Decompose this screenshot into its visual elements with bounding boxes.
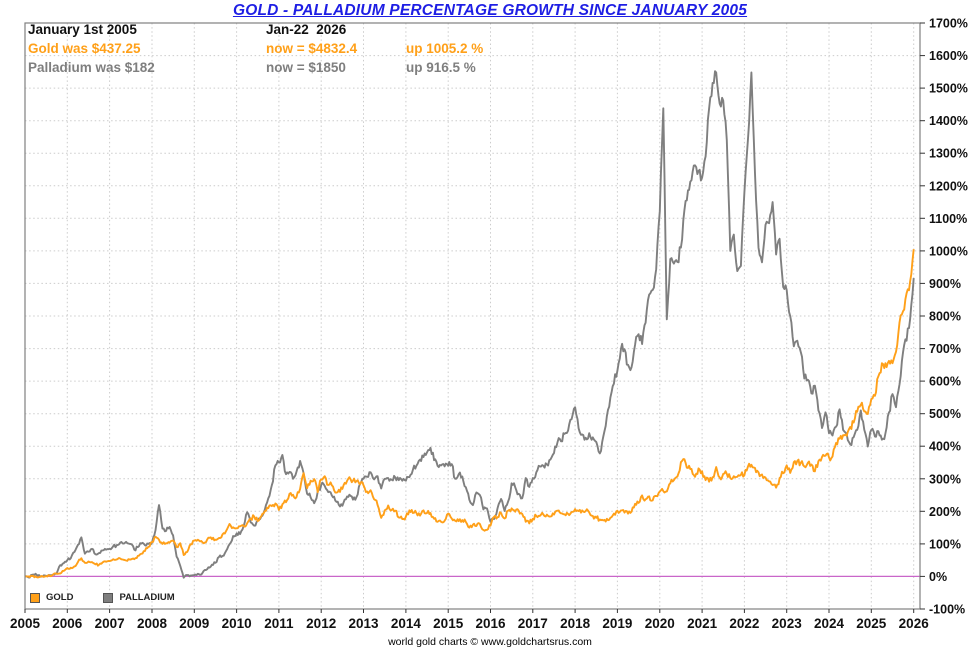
svg-text:2006: 2006 <box>52 616 83 631</box>
annotation-palladium-up: up 916.5 % <box>406 60 476 75</box>
svg-text:2024: 2024 <box>814 616 845 631</box>
svg-text:-100%: -100% <box>929 603 965 617</box>
chart-footer: world gold charts © www.goldchartsrus.co… <box>388 636 592 648</box>
chart-legend: GOLD PALLADIUM <box>30 592 175 603</box>
legend-label-gold: GOLD <box>46 592 74 603</box>
svg-text:700%: 700% <box>929 342 961 356</box>
svg-text:2010: 2010 <box>222 616 252 631</box>
svg-text:500%: 500% <box>929 407 961 421</box>
svg-text:800%: 800% <box>929 310 961 324</box>
series-line-palladium <box>25 70 915 579</box>
series-line-gold <box>25 249 915 579</box>
svg-text:2007: 2007 <box>95 616 125 631</box>
svg-text:2020: 2020 <box>645 616 675 631</box>
svg-text:900%: 900% <box>929 277 961 291</box>
svg-text:1300%: 1300% <box>929 147 968 161</box>
annotation-end-date: Jan-22 2026 <box>266 22 347 37</box>
svg-text:1600%: 1600% <box>929 49 968 63</box>
annotation-gold-up: up 1005.2 % <box>406 41 484 56</box>
svg-text:2016: 2016 <box>475 616 506 631</box>
svg-text:2017: 2017 <box>518 616 548 631</box>
svg-text:1200%: 1200% <box>929 179 968 193</box>
annotation-start-date: January 1st 2005 <box>28 22 137 37</box>
svg-text:2022: 2022 <box>729 616 759 631</box>
x-axis-labels: 2005 2006 2007 2008 2009 2010 2011 2012 2013 2014… <box>10 609 929 631</box>
svg-text:2026: 2026 <box>899 616 930 631</box>
svg-text:1400%: 1400% <box>929 114 968 128</box>
svg-text:1700%: 1700% <box>929 17 968 31</box>
svg-text:300%: 300% <box>929 472 961 486</box>
svg-text:200%: 200% <box>929 505 961 519</box>
svg-text:2021: 2021 <box>687 616 718 631</box>
svg-text:2025: 2025 <box>856 616 887 631</box>
annotation-gold-now: now = $4832.4 <box>266 41 358 56</box>
svg-text:400%: 400% <box>929 440 961 454</box>
svg-text:600%: 600% <box>929 375 961 389</box>
svg-text:0%: 0% <box>929 570 947 584</box>
gridlines <box>25 22 920 610</box>
y-axis-labels: -100% 0% 100% 200% 300% 400% 500% 600% 700% 800% 9… <box>920 17 968 617</box>
svg-text:2012: 2012 <box>306 616 336 631</box>
svg-text:2015: 2015 <box>433 616 464 631</box>
svg-text:2011: 2011 <box>264 616 294 631</box>
svg-text:1000%: 1000% <box>929 244 968 258</box>
svg-text:1500%: 1500% <box>929 82 968 96</box>
svg-text:100%: 100% <box>929 537 961 551</box>
svg-text:2014: 2014 <box>391 616 422 631</box>
svg-text:2013: 2013 <box>348 616 379 631</box>
annotation-palladium-start: Palladium was $182 <box>28 60 155 75</box>
svg-text:2008: 2008 <box>137 616 168 631</box>
legend-label-palladium: PALLADIUM <box>119 592 175 603</box>
annotation-gold-start: Gold was $437.25 <box>28 41 141 56</box>
legend-swatch-palladium <box>103 592 114 603</box>
svg-text:2019: 2019 <box>602 616 632 631</box>
annotation-palladium-now: now = $1850 <box>266 60 346 75</box>
svg-text:2018: 2018 <box>560 616 591 631</box>
legend-swatch-gold <box>30 592 40 603</box>
svg-text:2023: 2023 <box>772 616 803 631</box>
svg-text:2005: 2005 <box>10 616 41 631</box>
chart-title: GOLD - PALLADIUM PERCENTAGE GROWTH SINCE… <box>232 2 748 19</box>
svg-text:2009: 2009 <box>179 616 209 631</box>
svg-text:1100%: 1100% <box>929 212 967 226</box>
